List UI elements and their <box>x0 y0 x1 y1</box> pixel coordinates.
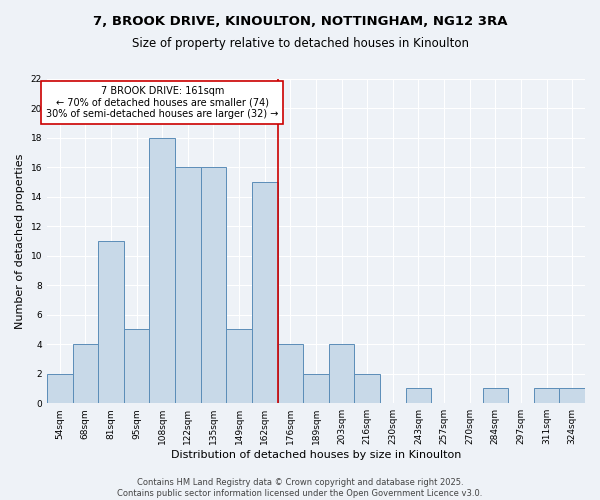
Bar <box>124 330 149 403</box>
Bar <box>252 182 278 403</box>
Bar <box>355 374 380 403</box>
Bar <box>559 388 585 403</box>
Bar <box>482 388 508 403</box>
Text: Size of property relative to detached houses in Kinoulton: Size of property relative to detached ho… <box>131 38 469 51</box>
Bar <box>47 374 73 403</box>
Bar <box>73 344 98 403</box>
Bar <box>200 167 226 403</box>
Bar <box>534 388 559 403</box>
Bar <box>303 374 329 403</box>
Bar <box>329 344 355 403</box>
Bar <box>406 388 431 403</box>
Bar <box>175 167 200 403</box>
Y-axis label: Number of detached properties: Number of detached properties <box>15 153 25 328</box>
Bar <box>149 138 175 403</box>
Text: 7 BROOK DRIVE: 161sqm
← 70% of detached houses are smaller (74)
30% of semi-deta: 7 BROOK DRIVE: 161sqm ← 70% of detached … <box>46 86 278 119</box>
Text: 7, BROOK DRIVE, KINOULTON, NOTTINGHAM, NG12 3RA: 7, BROOK DRIVE, KINOULTON, NOTTINGHAM, N… <box>93 15 507 28</box>
Bar <box>278 344 303 403</box>
X-axis label: Distribution of detached houses by size in Kinoulton: Distribution of detached houses by size … <box>171 450 461 460</box>
Text: Contains HM Land Registry data © Crown copyright and database right 2025.
Contai: Contains HM Land Registry data © Crown c… <box>118 478 482 498</box>
Bar <box>98 241 124 403</box>
Bar <box>226 330 252 403</box>
